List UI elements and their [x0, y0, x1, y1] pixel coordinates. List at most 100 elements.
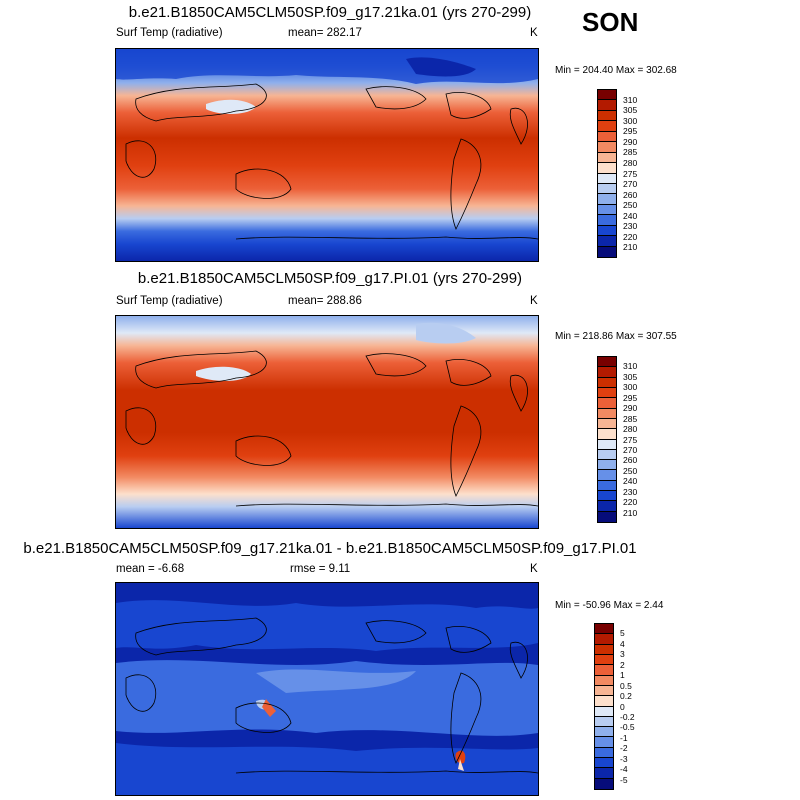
colorbar-tick-label: -1 — [620, 732, 628, 743]
colorbar-tick-label: 275 — [623, 168, 638, 179]
colorbar-tick-label: -4 — [620, 764, 628, 775]
colorbar-swatch — [595, 758, 613, 769]
colorbar-tick-label: 290 — [623, 136, 638, 147]
colorbar-swatch — [598, 152, 616, 164]
colorbar-swatch — [595, 747, 613, 759]
panel1-units-label: K — [530, 27, 538, 39]
colorbar-swatch — [595, 644, 613, 655]
panel2-field-label: Surf Temp (radiative) — [116, 295, 223, 307]
colorbar-tick-label: 275 — [623, 434, 638, 445]
colorbar-swatch — [598, 110, 616, 122]
panel2-map — [115, 315, 539, 529]
colorbar-swatch — [598, 449, 616, 461]
colorbar-swatch — [598, 429, 616, 440]
colorbar-swatch — [598, 357, 616, 368]
colorbar-tick-label: 310 — [623, 361, 638, 372]
colorbar-swatch — [598, 398, 616, 409]
panel3-rmse-label: rmse = 9.11 — [290, 563, 351, 575]
colorbar-tick-label: 210 — [623, 242, 638, 253]
colorbar-tick-label: 0.5 — [620, 680, 632, 691]
colorbar-swatch — [595, 706, 613, 717]
colorbar-tick-label: 210 — [623, 507, 638, 518]
colorbar-swatch — [595, 665, 613, 676]
colorbar-swatch — [598, 142, 616, 153]
colorbar-swatch — [595, 768, 613, 779]
panel1-map — [115, 48, 539, 262]
colorbar-tick-label: 250 — [623, 200, 638, 211]
colorbar-swatch — [598, 460, 616, 471]
colorbar-tick-label: 220 — [623, 231, 638, 242]
colorbar-tick-label: 240 — [623, 210, 638, 221]
colorbar-swatch — [598, 90, 616, 101]
colorbar-tick-label: 295 — [623, 392, 638, 403]
colorbar-swatch — [595, 737, 613, 748]
colorbar-tick-label: -0.5 — [620, 722, 635, 733]
colorbar-tick-label: 4 — [620, 638, 625, 649]
colorbar-swatch — [598, 225, 616, 237]
colorbar-swatch — [598, 418, 616, 430]
panel3-mean-label: mean = -6.68 — [116, 563, 185, 575]
panel1-mean-label: mean= 282.17 — [288, 27, 362, 39]
colorbar-swatch — [598, 501, 616, 512]
colorbar-tick-label: 240 — [623, 476, 638, 487]
colorbar-swatch — [598, 194, 616, 205]
colorbar-swatch — [595, 624, 613, 635]
colorbar-swatch — [595, 727, 613, 738]
colorbar-tick-label: 280 — [623, 424, 638, 435]
colorbar-swatch — [595, 778, 613, 789]
colorbar-tick-label: -2 — [620, 743, 628, 754]
colorbar-swatch — [598, 470, 616, 481]
panel2-map-graphic — [116, 316, 538, 528]
colorbar-tick-label: 295 — [623, 126, 638, 137]
colorbar-tick-label: 230 — [623, 486, 638, 497]
colorbar-swatch — [598, 100, 616, 111]
colorbar-tick-label: 220 — [623, 497, 638, 508]
colorbar-swatch — [598, 408, 616, 419]
colorbar-swatch — [598, 183, 616, 195]
colorbar-tick-label: 0 — [620, 701, 625, 712]
colorbar-swatch — [598, 121, 616, 132]
panel2-minmax-label: Min = 218.86 Max = 307.55 — [555, 331, 677, 342]
colorbar-swatch — [595, 634, 613, 645]
colorbar-tick-label: 5 — [620, 628, 625, 639]
colorbar-tick-label: 230 — [623, 221, 638, 232]
panel1-field-label: Surf Temp (radiative) — [116, 27, 223, 39]
colorbar-tick-label: 300 — [623, 115, 638, 126]
colorbar-tick-label: 305 — [623, 371, 638, 382]
colorbar-swatch — [598, 246, 616, 257]
season-label: SON — [582, 7, 639, 37]
colorbar-tick-label: -3 — [620, 753, 628, 764]
colorbar-tick-label: 305 — [623, 105, 638, 116]
colorbar-tick-label: 1 — [620, 670, 625, 681]
colorbar-tick-label: 0.2 — [620, 691, 632, 702]
colorbar-swatch — [598, 131, 616, 143]
colorbar-tick-label: 270 — [623, 444, 638, 455]
colorbar-tick-label: 300 — [623, 382, 638, 393]
colorbar-swatch — [598, 491, 616, 502]
panel1-title: b.e21.B1850CAM5CLM50SP.f09_g17.21ka.01 (… — [128, 4, 532, 21]
colorbar-tick-label: 270 — [623, 179, 638, 190]
colorbar-swatch — [598, 377, 616, 388]
colorbar-tick-label: 260 — [623, 189, 638, 200]
panel3-minmax-label: Min = -50.96 Max = 2.44 — [555, 600, 664, 611]
colorbar-swatch — [598, 173, 616, 184]
colorbar-tick-label: -0.2 — [620, 711, 635, 722]
colorbar-tick-label: 3 — [620, 649, 625, 660]
colorbar-swatch — [598, 215, 616, 226]
panel3-colorbar — [594, 623, 614, 790]
panel1-colorbar — [597, 89, 617, 258]
colorbar-tick-label: 250 — [623, 465, 638, 476]
colorbar-swatch — [598, 387, 616, 399]
colorbar-swatch — [595, 696, 613, 707]
colorbar-tick-label: 260 — [623, 455, 638, 466]
panel3-title: b.e21.B1850CAM5CLM50SP.f09_g17.21ka.01 -… — [23, 540, 637, 557]
panel3-map-graphic — [116, 583, 538, 795]
colorbar-tick-label: 290 — [623, 403, 638, 414]
panel3-units-label: K — [530, 563, 538, 575]
panel2-title: b.e21.B1850CAM5CLM50SP.f09_g17.PI.01 (yr… — [137, 270, 523, 287]
colorbar-swatch — [595, 716, 613, 728]
colorbar-tick-label: 2 — [620, 659, 625, 670]
colorbar-swatch — [598, 204, 616, 216]
colorbar-swatch — [595, 685, 613, 697]
colorbar-tick-label: -5 — [620, 774, 628, 785]
